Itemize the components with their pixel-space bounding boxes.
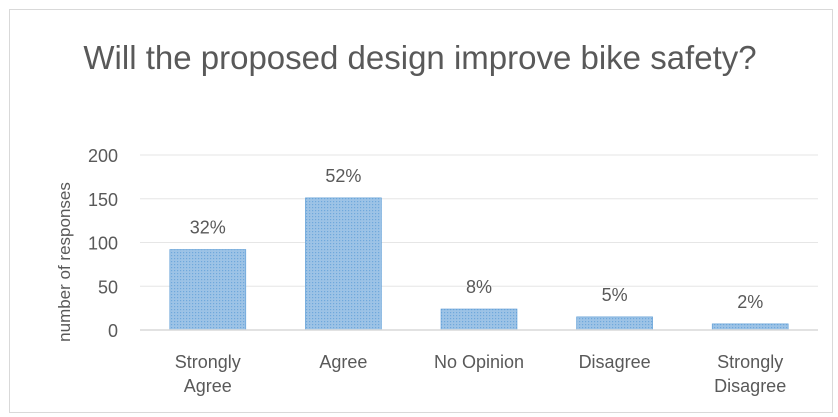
x-tick-label-line: Agree [184,376,232,396]
x-tick-label-line: Strongly [175,352,241,372]
y-tick-label: 200 [88,146,118,166]
y-tick-label: 150 [88,190,118,210]
y-tick-label: 50 [98,277,118,297]
data-label: 52% [325,166,361,186]
y-tick-label: 100 [88,234,118,254]
bars [169,197,789,331]
x-tick-label: Strongly Disagree [714,352,786,396]
x-tick-label-line: Disagree [579,352,651,372]
x-tick-label: No Opinion [434,352,524,372]
data-labels: 32% 52% 8% 5% 2% [190,166,763,312]
bar [305,197,382,331]
data-label: 2% [737,292,763,312]
x-tick-label-line: Agree [319,352,367,372]
x-tick-label: Agree [319,352,367,372]
x-tick-label: Disagree [579,352,651,372]
x-tick-label-line: No Opinion [434,352,524,372]
bar [576,316,653,331]
data-label: 5% [602,285,628,305]
chart-frame [9,9,833,413]
x-tick-label: Strongly Agree [175,352,241,396]
y-axis-title: number of responses [55,182,74,342]
data-label: 8% [466,277,492,297]
x-tick-label-line: Disagree [714,376,786,396]
bar [440,308,518,331]
bar [711,323,789,331]
data-label: 32% [190,218,226,238]
x-tick-label-line: Strongly [717,352,783,372]
chart-title: Will the proposed design improve bike sa… [83,39,757,76]
y-axis-ticks: 0 50 100 150 200 [88,146,118,341]
bar [169,249,247,331]
gridlines [140,154,818,287]
y-tick-label: 0 [108,321,118,341]
